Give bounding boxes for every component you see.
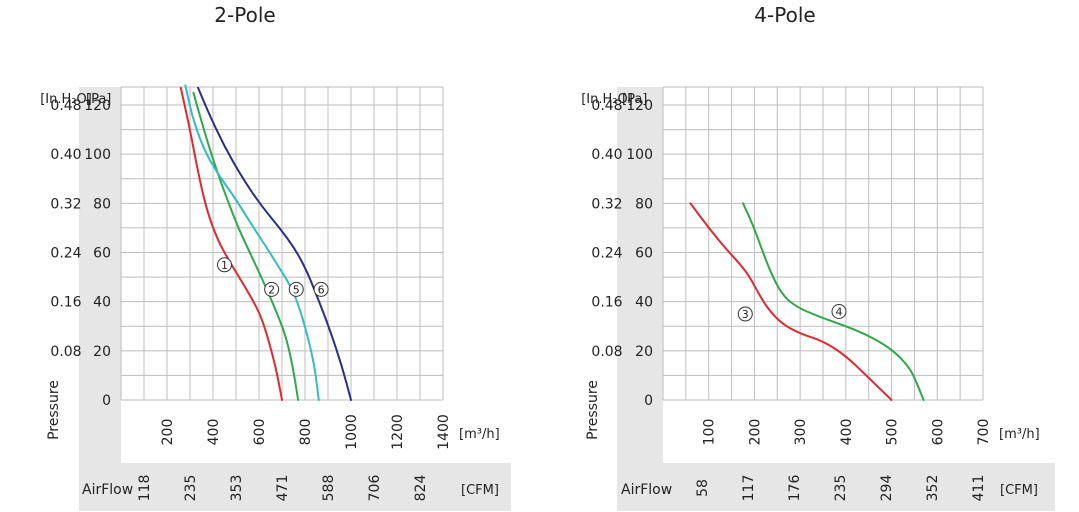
x-tick-label-cfm: 471 [275, 475, 291, 502]
series-marker-label: 6 [318, 283, 325, 296]
x-tick-label-m3h: 100 [702, 419, 718, 446]
x-axis-cfm-unit: [CFM] [461, 483, 499, 498]
series-marker-label: 4 [836, 306, 843, 319]
series-line-1 [192, 91, 300, 401]
y-tick-label-inh2o: 0.40 [591, 147, 622, 163]
x-tick-label-m3h: 800 [298, 419, 314, 446]
x-tick-label-m3h: 1200 [390, 414, 406, 450]
y-tick-label-pa: 60 [635, 246, 653, 262]
series-line-0 [689, 202, 893, 401]
y-tick-label-pa: 120 [84, 98, 111, 114]
y-tick-label-pa: 0 [644, 393, 653, 409]
series-marker-circle [264, 281, 280, 297]
series-marker-circle [737, 306, 753, 322]
x-tick-label-cfm: 824 [413, 475, 429, 502]
x-axis-m3h-unit: [m³/h] [999, 427, 1040, 442]
x-tick-label-m3h: 200 [160, 419, 176, 446]
series-marker-circle [831, 304, 847, 319]
y-tick-label-pa: 40 [93, 295, 111, 311]
x-tick-label-cfm: 294 [879, 475, 895, 502]
chart-panel-0: 2-Pole[In.H₂O][Pa]0200.08400.16600.24800… [40, 3, 511, 511]
y-axis-inh2o-label: [In.H₂O] [581, 92, 633, 107]
x-tick-label-m3h: 1000 [344, 414, 360, 450]
x-tick-label-m3h: 300 [793, 419, 809, 446]
series-marker-circle [288, 281, 304, 297]
x-tick-label-cfm: 588 [321, 475, 337, 502]
x-tick-label-cfm: 118 [137, 475, 153, 502]
x-tick-label-m3h: 500 [885, 419, 901, 446]
y-tick-label-pa: 100 [626, 147, 653, 163]
x-tick-label-m3h: 1400 [436, 414, 452, 450]
x-tick-label-cfm: 117 [741, 475, 757, 502]
y-tick-label-inh2o: 0.32 [591, 196, 622, 212]
series-marker-circle [313, 281, 329, 297]
y-tick-label-inh2o: 0.32 [50, 196, 81, 212]
y-tick-label-inh2o: 0.08 [591, 344, 622, 360]
x-tick-label-cfm: 352 [925, 475, 941, 502]
x-tick-label-m3h: 400 [839, 419, 855, 446]
chart-title: 2-Pole [214, 3, 275, 27]
series-line-2 [184, 84, 320, 401]
y-tick-label-pa: 60 [93, 246, 111, 262]
x-axis-cfm-label: AirFlow [621, 482, 672, 498]
series-marker-label: 1 [221, 259, 228, 272]
y-tick-label-pa: 120 [626, 98, 653, 114]
x-tick-label-cfm: 411 [971, 475, 987, 502]
y-tick-label-inh2o: 0.24 [591, 246, 622, 262]
grid [120, 86, 444, 401]
x-axis-cfm-label: AirFlow [82, 482, 133, 498]
chart-panel-1: 4-Pole [In.H₂O][Pa] 0 20 0.08 40 0.16 60 0.24 80 0… [581, 3, 1055, 511]
y-tick-label-inh2o: 0.24 [50, 246, 81, 262]
series-line-1 [742, 202, 925, 401]
y-tick-label-inh2o: 0.16 [50, 295, 81, 311]
series-line-3 [197, 86, 352, 401]
x-axis-cfm-unit: [CFM] [1000, 483, 1038, 498]
grid [662, 86, 984, 401]
x-tick-label-m3h: 600 [930, 419, 946, 446]
x-tick-label-cfm: 235 [833, 475, 849, 502]
x-tick-label-m3h: 700 [976, 419, 992, 446]
x-tick-label-cfm: 706 [367, 475, 383, 502]
y-axis-pa-label: [Pa] [622, 92, 647, 107]
y-tick-label-pa: 80 [635, 196, 653, 212]
y-tick-label-pa: 40 [635, 295, 653, 311]
cfm-band [617, 463, 1055, 511]
x-tick-label-m3h: 400 [206, 419, 222, 446]
y-tick-label-pa: 20 [635, 344, 653, 360]
y-tick-label-pa: 20 [93, 344, 111, 360]
y-axis-inh2o-label: [In.H₂O] [40, 92, 92, 107]
series-marker-label: 5 [293, 283, 300, 296]
x-axis-m3h-unit: [m³/h] [459, 427, 500, 442]
y-axis-band [617, 87, 663, 463]
y-tick-label-inh2o: 0.48 [591, 98, 622, 114]
series-line-0 [179, 86, 283, 401]
chart-title: 4-Pole [754, 3, 815, 27]
y-tick-label-inh2o: 0.08 [50, 344, 81, 360]
x-tick-label-m3h: 200 [747, 419, 763, 446]
y-tick-label-pa: 80 [93, 196, 111, 212]
y-axis-title: Pressure [46, 380, 62, 440]
x-tick-label-cfm: 176 [787, 475, 803, 502]
series-marker-label: 3 [742, 308, 749, 321]
y-axis-band [79, 87, 121, 463]
y-tick-label-inh2o: 0.16 [591, 295, 622, 311]
series-marker-label: 2 [268, 283, 275, 296]
x-tick-label-cfm: 353 [229, 475, 245, 502]
x-tick-label-m3h: 600 [252, 419, 268, 446]
series-marker-circle [217, 257, 232, 273]
y-tick-label-inh2o: 0.48 [50, 98, 81, 114]
y-axis-pa-label: [Pa] [86, 92, 111, 107]
y-tick-label-inh2o: 0.40 [50, 147, 81, 163]
y-tick-label-pa: 100 [84, 147, 111, 163]
cfm-band [79, 463, 511, 511]
x-tick-label-cfm: 235 [183, 475, 199, 502]
x-tick-label-cfm: 58 [695, 479, 711, 497]
y-axis-title: Pressure [585, 380, 601, 440]
y-tick-label-pa: 0 [102, 393, 111, 409]
